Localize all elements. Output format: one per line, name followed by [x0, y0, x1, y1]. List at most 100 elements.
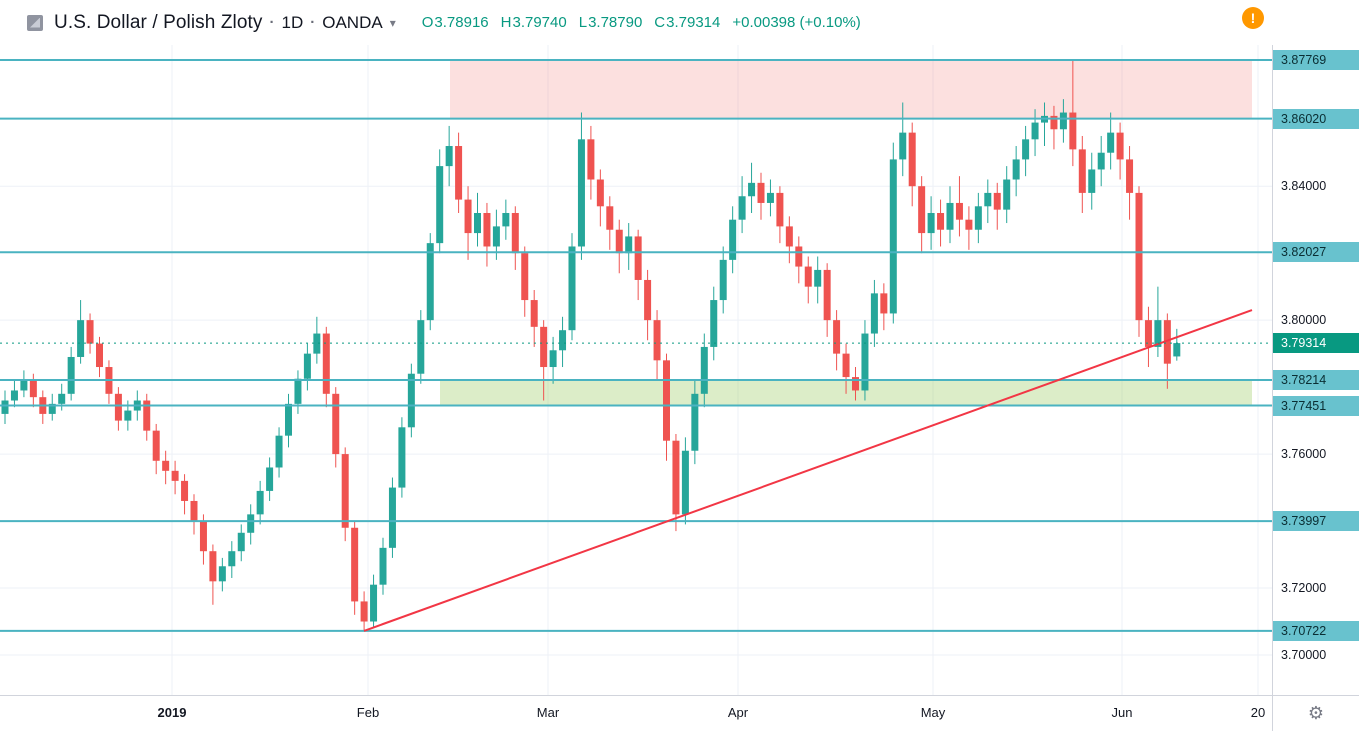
candle-body — [190, 500, 198, 522]
sr-price-label: 3.78214 — [1273, 369, 1359, 390]
candle-body — [29, 380, 37, 398]
candle-body — [577, 139, 585, 247]
candle-body — [785, 226, 793, 247]
time-tick-label: Mar — [536, 705, 560, 720]
candle-body — [124, 410, 132, 421]
current-price-label: 3.79314 — [1273, 333, 1359, 354]
candle-body — [965, 219, 973, 230]
price-tick-label: 3.72000 — [1281, 581, 1327, 596]
candle-body — [870, 293, 878, 334]
exchange-button[interactable]: OANDA — [322, 12, 383, 32]
candle-body — [256, 490, 264, 515]
candle-body — [946, 202, 954, 230]
supply-zone[interactable] — [450, 60, 1252, 119]
candle-body — [719, 259, 727, 301]
candle-body — [1078, 149, 1086, 193]
candle-body — [351, 527, 359, 602]
candle-body — [58, 393, 66, 404]
candlestick-chart[interactable] — [0, 45, 1272, 695]
candle-body — [407, 373, 415, 428]
candle-body — [889, 159, 897, 314]
candle-body — [681, 450, 689, 515]
candle-body — [370, 584, 378, 622]
candle-body — [228, 551, 236, 567]
candle-body — [795, 246, 803, 267]
candle-body — [738, 196, 746, 220]
candle-body — [483, 212, 491, 247]
candle-body — [322, 333, 330, 394]
candle-body — [294, 378, 302, 404]
time-axis[interactable]: 2019 Feb Mar Apr May Jun 20 — [0, 695, 1272, 731]
candle-body — [1126, 159, 1134, 193]
candle-body — [852, 377, 859, 391]
candle-body — [899, 132, 907, 160]
candle-body — [1154, 320, 1162, 347]
chart-canvas[interactable] — [0, 45, 1272, 695]
candle-body — [474, 212, 481, 234]
alert-exclamation: ! — [1250, 10, 1256, 26]
candle-body — [1144, 320, 1152, 347]
ohlc-low-value: 3.78790 — [588, 14, 643, 31]
candle-body — [918, 186, 926, 234]
ohlc-readout: O 3.78916 H 3.79740 L 3.78790 C 3.79314 +0.0… — [422, 14, 861, 31]
candle-body — [776, 192, 784, 227]
candle-body — [86, 320, 94, 344]
ohlc-high-value: 3.79740 — [512, 14, 567, 31]
symbol-logo-icon — [27, 14, 43, 31]
candle-body — [672, 440, 680, 515]
candle-body — [360, 601, 368, 622]
candle-body — [266, 467, 274, 491]
time-tick-label: 20 — [1250, 705, 1266, 720]
sr-price-label: 3.86020 — [1273, 108, 1359, 129]
candle-body — [285, 403, 292, 436]
candle-body — [823, 269, 831, 321]
candle-body — [492, 226, 500, 247]
ascending-trendline[interactable] — [363, 309, 1253, 632]
candle-body — [880, 293, 888, 314]
ohlc-close-value: 3.79314 — [666, 14, 721, 31]
price-axis[interactable]: 3.84000 3.80000 3.76000 3.72000 3.70000 3.877… — [1272, 0, 1359, 695]
candle-body — [1107, 132, 1115, 153]
candle-body — [984, 192, 992, 207]
candle-body — [814, 269, 822, 287]
ohlc-change-value: +0.00398 (+0.10%) — [732, 14, 861, 31]
alert-warning-icon[interactable]: ! — [1242, 7, 1264, 29]
candle-body — [171, 470, 179, 481]
candle-body — [530, 300, 538, 327]
timeframe-button[interactable]: 1D — [281, 12, 304, 32]
candle-body — [417, 320, 425, 374]
candle-body — [653, 320, 661, 361]
symbol-title[interactable]: U.S. Dollar / Polish Zloty — [54, 11, 263, 33]
ohlc-open-label: O — [421, 14, 434, 31]
candle-body — [833, 320, 841, 354]
candle-body — [152, 430, 160, 461]
candle-body — [606, 206, 614, 230]
candle-body — [209, 551, 217, 582]
candle-body — [511, 212, 519, 254]
candle-body — [303, 353, 311, 379]
candle-body — [67, 356, 75, 394]
time-tick-label: 2019 — [157, 705, 187, 720]
candle-body — [842, 353, 850, 378]
candle-body — [955, 202, 963, 220]
chevron-down-icon[interactable]: ▾ — [389, 15, 396, 30]
candle-body — [502, 212, 510, 227]
candle-body — [1012, 159, 1020, 180]
candle-body — [1097, 152, 1105, 170]
candle-body — [247, 514, 255, 533]
candle-body — [181, 480, 189, 501]
candle-body — [908, 132, 916, 187]
time-tick-label: Jun — [1111, 705, 1133, 720]
candle-body — [96, 343, 103, 368]
candle-body — [445, 146, 453, 167]
sr-price-label: 3.70722 — [1273, 620, 1359, 641]
candle-body — [237, 532, 245, 552]
candle-body — [937, 212, 945, 230]
candle-body — [426, 243, 434, 321]
candle-body — [1, 400, 9, 414]
candle-body — [388, 487, 396, 548]
settings-gear-icon[interactable]: ⚙ — [1307, 703, 1325, 723]
candle-body — [379, 547, 387, 585]
candle-body — [455, 146, 463, 200]
